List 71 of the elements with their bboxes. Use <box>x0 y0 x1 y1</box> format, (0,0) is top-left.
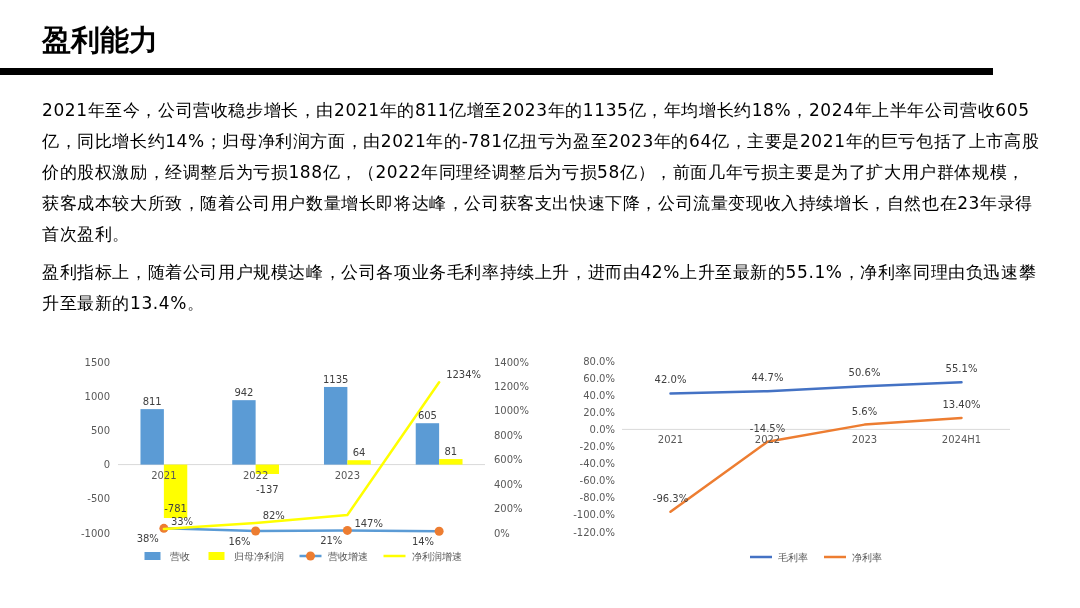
y-tick-label: -80.0% <box>579 492 615 504</box>
data-label: 605 <box>417 410 437 422</box>
data-label: 811 <box>142 396 162 408</box>
data-label: 64 <box>352 447 366 459</box>
bar <box>140 409 164 465</box>
y-tick-label: 40.0% <box>583 389 615 401</box>
bar <box>347 460 371 465</box>
legend-label: 营收增速 <box>327 550 368 562</box>
y2-tick-label: 1400% <box>494 356 529 368</box>
y-tick-label: -1000 <box>80 527 110 539</box>
data-label: 44.7% <box>751 372 784 384</box>
data-label: 21% <box>320 535 343 547</box>
y-tick-label: -40.0% <box>579 458 615 470</box>
data-label: 81 <box>444 446 458 458</box>
y-tick-label: 20.0% <box>583 406 615 418</box>
y-tick-label: -20.0% <box>579 441 615 452</box>
legend-label: 净利润增速 <box>411 550 462 562</box>
y2-tick-label: 200% <box>494 503 523 515</box>
y2-tick-label: 1200% <box>494 380 529 392</box>
legend-label: 毛利率 <box>778 551 808 563</box>
data-label: 1135 <box>322 373 349 385</box>
data-label: 13.40% <box>942 398 981 410</box>
y-tick-label: 1000 <box>84 390 110 402</box>
bar <box>232 400 256 465</box>
x-tick-label: 2023 <box>334 469 361 481</box>
text: 2021年至今，公司营收稳步增长，由2021年的811亿增至2023年的1135亿，年均增长约18%，2024年上半年公司营收605亿，同比增长约14%；归母净利润方面，由2021年的-781亿扭亏为盈至2023年的64亿，主要是2021年的巨亏包括了上市高股价的股权激励，经调整后为亏损188亿，（2022年同理经调整后为亏损58亿），前面几年亏损主要是为了扩大用户群体规模，获客成本较大所致，随着公司用户数量增长即将达峰，公司获客支出快速下降，公司流量变现收入持续增长，自然也在23年录得首次盈利。 <box>41 100 1040 244</box>
y-tick-label: -100.0% <box>573 509 615 521</box>
y-tick-label: 0.0% <box>589 423 615 435</box>
data-label: 33% <box>170 515 194 527</box>
legend-label: 净利率 <box>852 551 882 563</box>
data-label: -137 <box>255 483 279 495</box>
data-label: 942 <box>234 387 254 399</box>
y-tick-label: 0 <box>103 459 110 471</box>
data-label: -96.3% <box>652 492 689 504</box>
y-tick-label: 1500 <box>84 356 110 368</box>
x-tick-label: 2023 <box>851 434 878 446</box>
bar <box>415 423 440 465</box>
x-tick-label: 2024H1 <box>941 434 982 446</box>
data-label: 55.1% <box>945 363 978 375</box>
y-tick-label: -120.0% <box>573 526 615 538</box>
y2-tick-label: 800% <box>494 429 523 441</box>
y2-tick-label: 1000% <box>494 405 529 417</box>
y-tick-label: 500 <box>90 424 110 436</box>
data-label: 147% <box>354 518 383 530</box>
x-tick-label: 2021 <box>657 434 684 446</box>
y2-tick-label: 600% <box>494 454 523 466</box>
legend-label: 营收 <box>169 550 190 562</box>
text: 盈利指标上，随着公司用户规模达峰，公司各项业务毛利率持续上升，进而由42%上升至最新的55.1%，净利率同理由负迅速攀升至最新的13.4%。 <box>42 262 1037 313</box>
x-tick-label: 2021 <box>151 469 177 481</box>
data-label: 38% <box>136 533 159 545</box>
y-tick-label: -500 <box>87 493 110 505</box>
data-label: 42.0% <box>654 374 687 386</box>
y2-tick-label: 400% <box>494 478 523 490</box>
legend-label: 归母净利润 <box>233 550 284 562</box>
data-label: 50.6% <box>848 367 881 379</box>
data-label: 82% <box>262 509 285 521</box>
line-series <box>669 381 963 395</box>
bar <box>439 459 463 465</box>
data-label: 1234% <box>446 369 482 381</box>
y2-tick-label: 0% <box>494 527 510 539</box>
y-tick-label: -60.0% <box>579 475 615 487</box>
data-label: -14.5% <box>749 422 786 434</box>
bar <box>323 386 348 465</box>
x-tick-label: 2022 <box>242 469 269 481</box>
y-tick-label: 80.0% <box>583 355 615 367</box>
data-label: 5.6% <box>851 405 878 417</box>
data-label: 16% <box>228 536 251 548</box>
text: 盈利能力 <box>41 23 158 57</box>
data-label: -781 <box>164 503 187 515</box>
y-tick-label: 60.0% <box>583 372 615 384</box>
data-label: 14% <box>411 536 435 548</box>
